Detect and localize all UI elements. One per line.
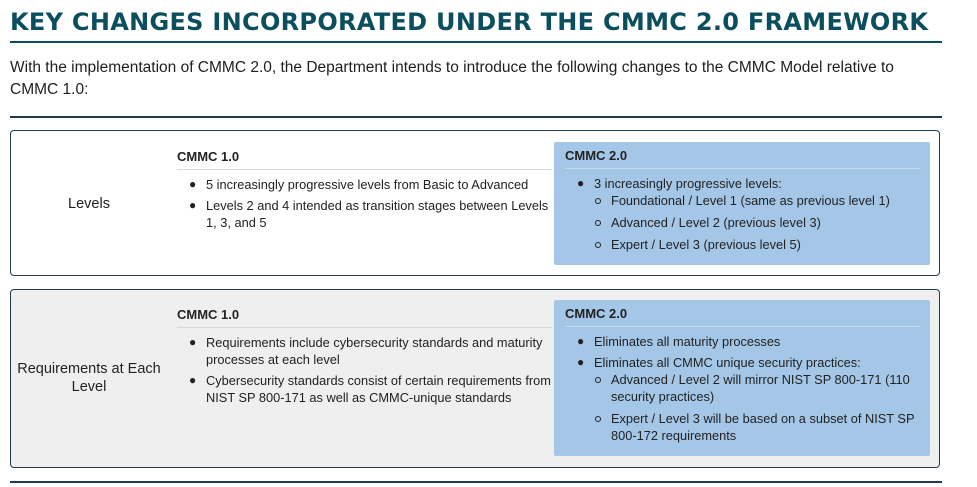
column-heading-cmmc-2: CMMC 2.0: [565, 148, 920, 169]
hollow-bullet-icon: [595, 416, 601, 422]
column-heading-cmmc-1: CMMC 1.0: [177, 149, 552, 170]
list-item-text: Levels 2 and 4 intended as transition st…: [206, 198, 549, 230]
list-item: ● 5 increasingly progressive levels from…: [177, 176, 552, 193]
list-item: ● Eliminates all maturity processes: [565, 333, 920, 350]
bullet-dot-icon: ●: [577, 334, 585, 348]
column-heading-cmmc-1: CMMC 1.0: [177, 307, 552, 328]
list-item: ● Requirements include cybersecurity sta…: [177, 334, 552, 368]
sub-list-item: Foundational / Level 1 (same as previous…: [594, 192, 920, 209]
hollow-bullet-icon: [595, 220, 601, 226]
section-divider-top: [10, 116, 942, 118]
bullet-list: ● 5 increasingly progressive levels from…: [177, 176, 552, 231]
cmmc-2-column-requirements: CMMC 2.0 ● Eliminates all maturity proce…: [554, 300, 930, 456]
list-item-text: 3 increasingly progressive levels:: [594, 176, 782, 191]
sub-list-item-text: Advanced / Level 2 (previous level 3): [611, 215, 821, 230]
sub-list-item-text: Foundational / Level 1 (same as previous…: [611, 193, 890, 208]
comparison-row-levels: Levels CMMC 1.0 ● 5 increasingly progres…: [10, 130, 940, 276]
sub-list-item: Expert / Level 3 (previous level 5): [594, 236, 920, 253]
sub-list-item: Advanced / Level 2 (previous level 3): [594, 214, 920, 231]
bullet-dot-icon: ●: [577, 176, 585, 190]
page-title: KEY CHANGES INCORPORATED UNDER THE CMMC …: [10, 8, 929, 36]
list-item: ● 3 increasingly progressive levels: Fou…: [565, 175, 920, 253]
hollow-bullet-icon: [595, 377, 601, 383]
bullet-dot-icon: ●: [189, 335, 197, 349]
cmmc-1-column-requirements: CMMC 1.0 ● Requirements include cybersec…: [177, 307, 552, 410]
bullet-list: ● Requirements include cybersecurity sta…: [177, 334, 552, 406]
list-item-text: Eliminates all maturity processes: [594, 334, 781, 349]
bullet-list: ● 3 increasingly progressive levels: Fou…: [565, 175, 920, 253]
list-item: ● Eliminates all CMMC unique security pr…: [565, 354, 920, 444]
title-divider: [10, 41, 942, 43]
sub-list-item-text: Expert / Level 3 (previous level 5): [611, 237, 801, 252]
row-label-levels: Levels: [68, 196, 110, 212]
bullet-dot-icon: ●: [189, 373, 197, 387]
list-item: ● Levels 2 and 4 intended as transition …: [177, 197, 552, 231]
section-divider-bottom: [10, 481, 942, 483]
sub-list-item: Expert / Level 3 will be based on a subs…: [594, 410, 920, 444]
bullet-dot-icon: ●: [189, 177, 197, 191]
sub-bullet-list: Advanced / Level 2 will mirror NIST SP 8…: [594, 371, 920, 444]
list-item: ● Cybersecurity standards consist of cer…: [177, 372, 552, 406]
column-heading-cmmc-2: CMMC 2.0: [565, 306, 920, 327]
hollow-bullet-icon: [595, 198, 601, 204]
cmmc-1-column-levels: CMMC 1.0 ● 5 increasingly progressive le…: [177, 149, 552, 235]
comparison-row-requirements: Requirements at Each Level CMMC 1.0 ● Re…: [10, 289, 940, 468]
list-item-text: Requirements include cybersecurity stand…: [206, 335, 543, 367]
sub-list-item-text: Expert / Level 3 will be based on a subs…: [611, 411, 915, 443]
list-item-text: Eliminates all CMMC unique security prac…: [594, 355, 861, 370]
list-item-text: Cybersecurity standards consist of certa…: [206, 373, 551, 405]
row-label-requirements: Requirements at Each Level: [17, 361, 161, 395]
cmmc-2-column-levels: CMMC 2.0 ● 3 increasingly progressive le…: [554, 142, 930, 265]
intro-paragraph: With the implementation of CMMC 2.0, the…: [10, 59, 894, 98]
sub-bullet-list: Foundational / Level 1 (same as previous…: [594, 192, 920, 253]
hollow-bullet-icon: [595, 242, 601, 248]
bullet-dot-icon: ●: [189, 198, 197, 212]
bullet-list: ● Eliminates all maturity processes ● El…: [565, 333, 920, 444]
bullet-dot-icon: ●: [577, 355, 585, 369]
list-item-text: 5 increasingly progressive levels from B…: [206, 177, 529, 192]
sub-list-item: Advanced / Level 2 will mirror NIST SP 8…: [594, 371, 920, 405]
sub-list-item-text: Advanced / Level 2 will mirror NIST SP 8…: [611, 372, 910, 404]
